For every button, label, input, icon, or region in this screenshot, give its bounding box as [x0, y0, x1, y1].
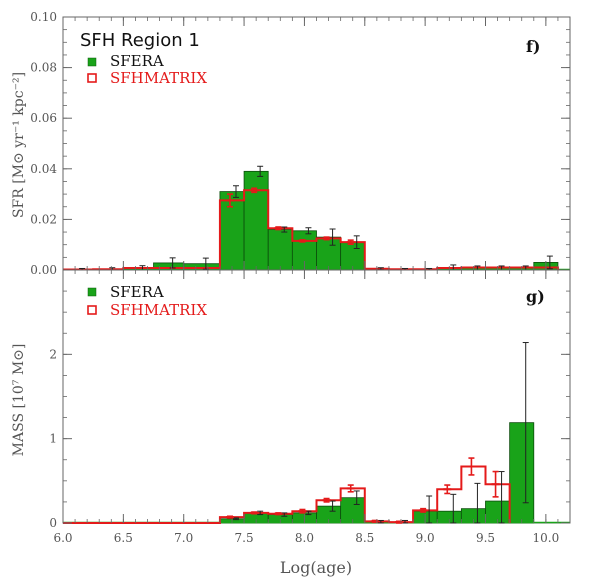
mass-x-tick-label: 9.0 — [416, 531, 435, 545]
legend-swatch-sfera — [87, 287, 97, 297]
sfr-y-tick-label: 0.04 — [30, 162, 57, 176]
sfr-sfera-bar — [243, 170, 269, 271]
sfr-y-tick-label: 0.02 — [30, 212, 57, 226]
mass-y-tick-label: 0 — [49, 516, 57, 530]
mass-x-tick-label: 6.0 — [53, 531, 72, 545]
mass-sfera-bar — [509, 422, 535, 524]
x-axis-label: Log(age) — [280, 558, 352, 577]
sfr-sfera-bar — [267, 229, 293, 271]
chart-title: SFH Region 1 — [80, 30, 200, 51]
legend-label-sfera: SFERA — [110, 52, 164, 70]
mass-bars — [63, 422, 570, 524]
sfr-legend: SFERA SFHMATRIX — [87, 52, 207, 87]
mass-x-tick-label: 7.5 — [235, 531, 254, 545]
mass-sfera-bar — [340, 497, 366, 524]
panel-label-g: g) — [526, 287, 545, 306]
sfr-bars — [62, 170, 570, 271]
sfr-sfera-bar — [340, 241, 366, 271]
legend-swatch-sfera — [87, 57, 97, 67]
sfr-y-tick-label: 0.06 — [30, 111, 57, 125]
mass-x-tick-label: 8.5 — [355, 531, 374, 545]
sfr-sfera-bar — [219, 191, 245, 271]
mass-ticks: 0 1 2 6.0 6.5 7.0 7.5 8.0 8.5 9.0 9.5 10.0 — [49, 269, 571, 545]
mass-x-tick-label: 7.0 — [174, 531, 193, 545]
legend-label-sfhmatrix: SFHMATRIX — [110, 301, 207, 319]
mass-axis-label: MASS [10⁷ M⊙] — [11, 344, 27, 457]
legend-swatch-sfhmatrix — [87, 73, 97, 83]
mass-x-tick-label: 8.0 — [295, 531, 314, 545]
sfr-ticks: 0.00 0.02 0.04 0.06 0.08 0.10 — [30, 10, 571, 277]
sfr-y-tick-label: 0.00 — [30, 263, 57, 277]
mass-x-tick-label: 10.0 — [532, 531, 559, 545]
legend-label-sfhmatrix: SFHMATRIX — [110, 69, 207, 87]
sfr-panel: 0.00 0.02 0.04 0.06 0.08 0.10 SFH Region 1 f)… — [11, 10, 571, 277]
mass-x-tick-label: 9.5 — [476, 531, 495, 545]
sfr-axis-label: SFR [M⊙ yr⁻¹ kpc⁻²] — [11, 72, 27, 218]
mass-panel: 0 1 2 6.0 6.5 7.0 7.5 8.0 8.5 9.0 9.5 10.0 g) SFERA… — [11, 269, 571, 577]
mass-y-tick-label: 1 — [49, 432, 57, 446]
mass-errorbars — [226, 342, 529, 524]
sfr-y-tick-label: 0.08 — [30, 61, 57, 75]
sfr-sfera-bar — [316, 236, 342, 271]
panel-label-f: f) — [526, 37, 540, 56]
mass-x-tick-label: 6.5 — [114, 531, 133, 545]
mass-y-tick-label: 2 — [49, 347, 57, 361]
legend-label-sfera: SFERA — [110, 283, 164, 301]
legend-swatch-sfhmatrix — [87, 305, 97, 315]
sfr-y-tick-label: 0.10 — [30, 10, 57, 24]
mass-legend: SFERA SFHMATRIX — [87, 283, 207, 319]
